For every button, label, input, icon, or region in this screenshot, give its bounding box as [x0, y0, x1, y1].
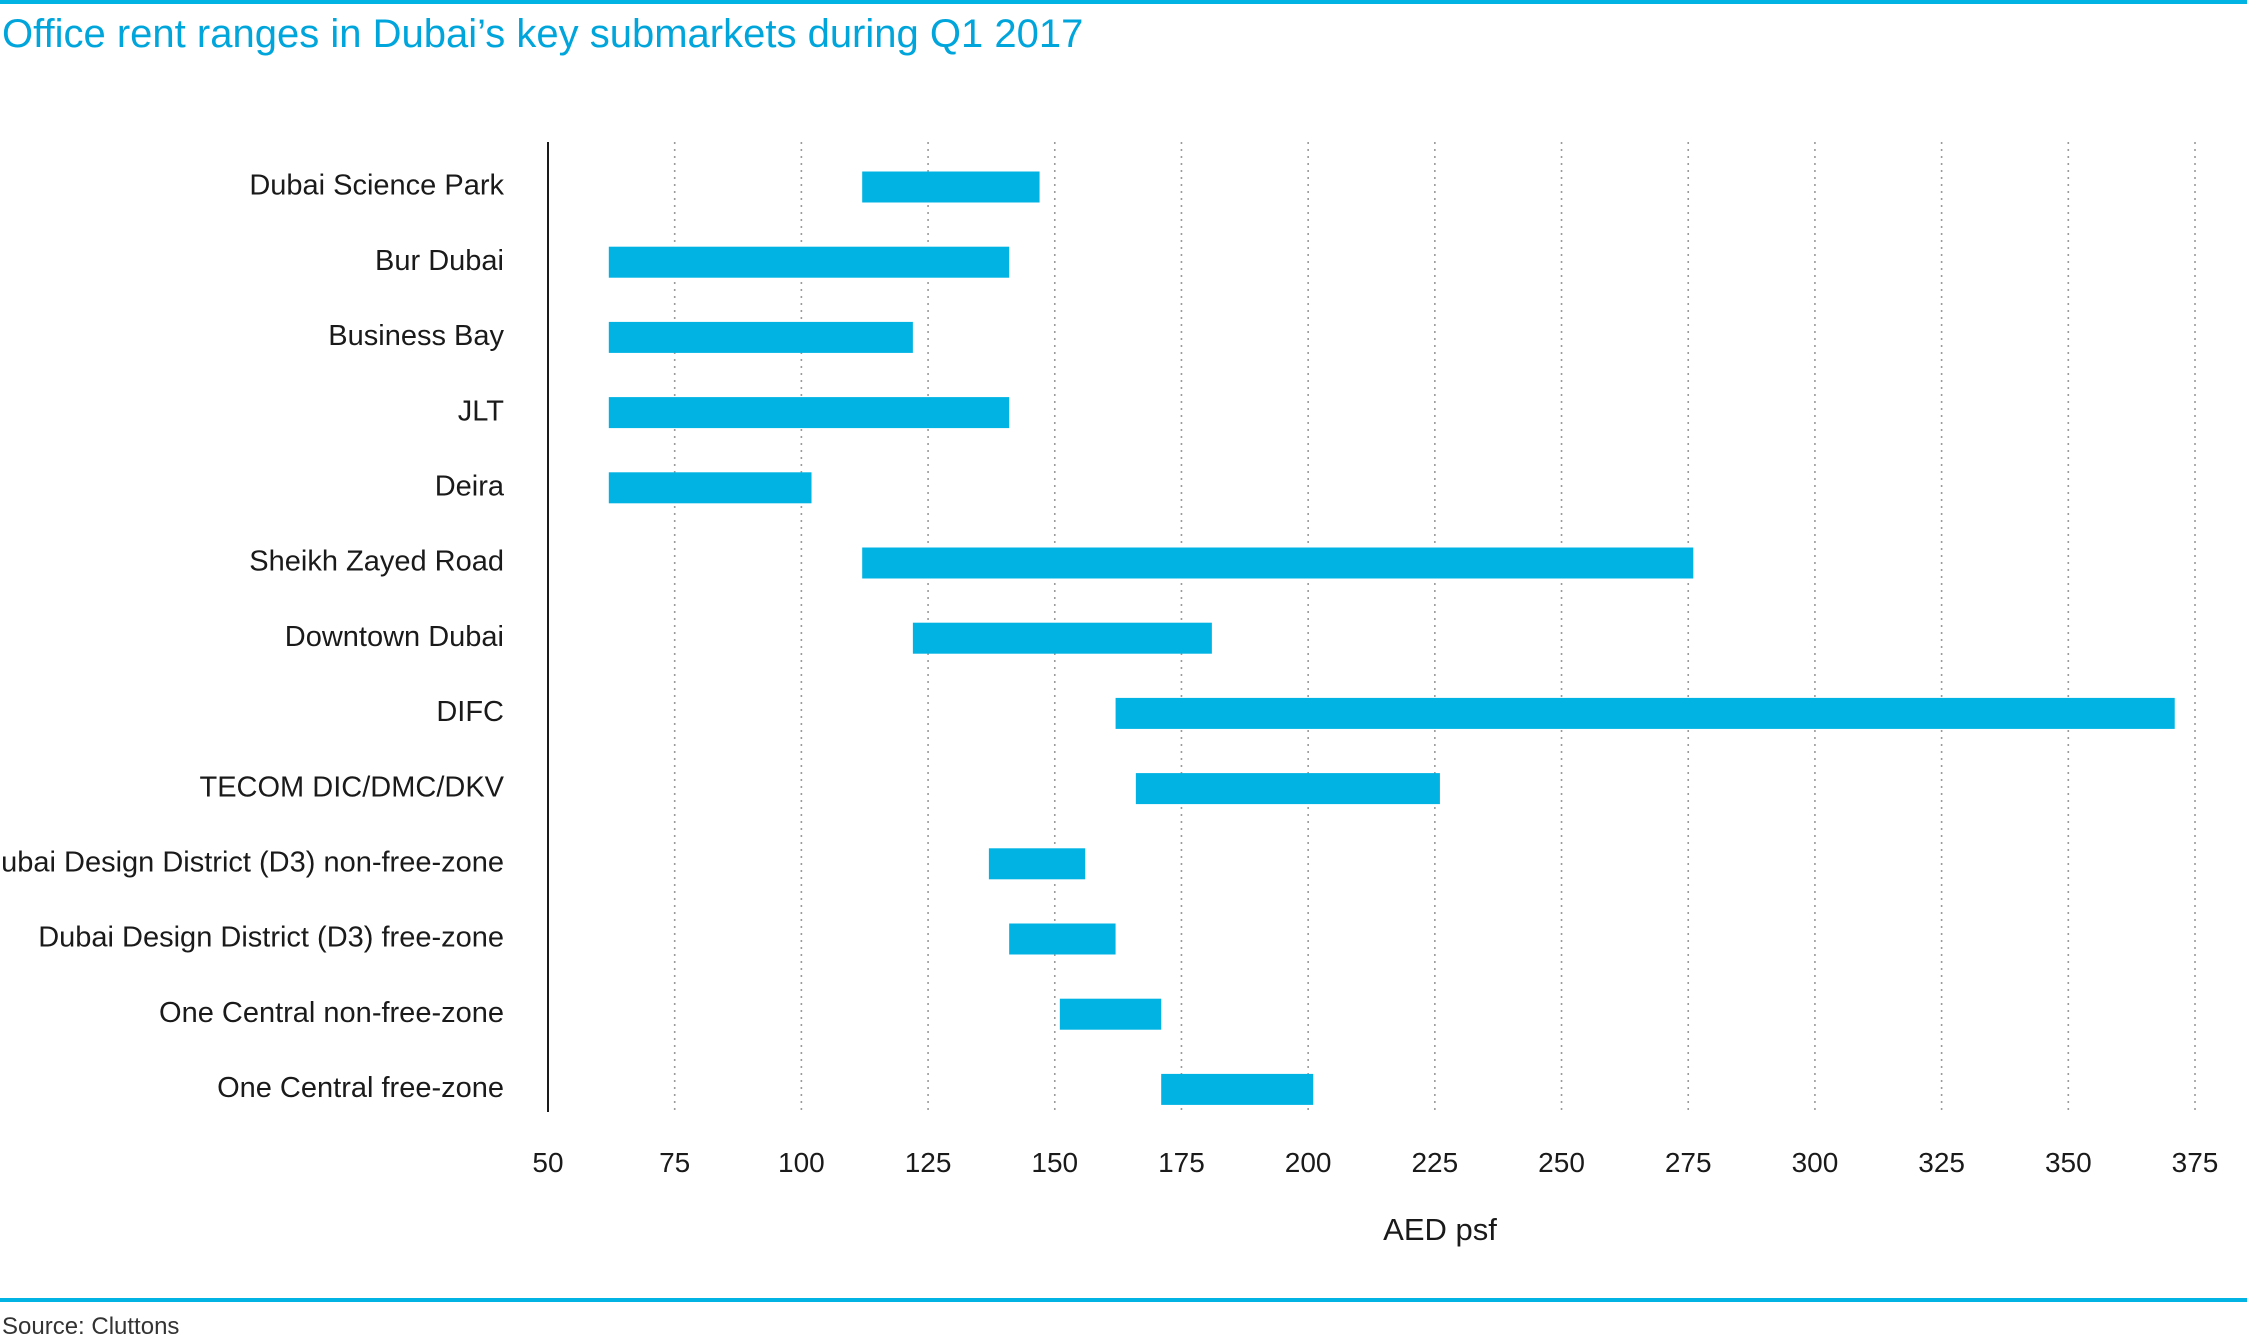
x-axis-title: AED psf	[1383, 1212, 1497, 1247]
category-label-downtown-dubai: Downtown Dubai	[285, 621, 504, 653]
x-tick-label-175: 175	[1158, 1147, 1205, 1178]
x-tick-label-50: 50	[532, 1147, 563, 1178]
category-label-one-central-free-zone: One Central free-zone	[217, 1072, 504, 1104]
x-tick-label-75: 75	[659, 1147, 690, 1178]
category-label-bur-dubai: Bur Dubai	[375, 245, 504, 277]
x-tick-label-325: 325	[1918, 1147, 1965, 1178]
range-bar-bur-dubai	[608, 246, 1010, 278]
category-label-jlt: JLT	[458, 395, 504, 427]
x-tick-label-375: 375	[2172, 1147, 2219, 1178]
range-bar-deira	[608, 472, 812, 504]
x-tick-label-125: 125	[905, 1147, 952, 1178]
range-bar-dubai-design-district-d3-non-free-zone	[988, 848, 1086, 880]
range-bar-downtown-dubai	[912, 622, 1212, 654]
grid-lines	[673, 142, 2196, 1112]
top-rule	[0, 0, 2247, 4]
range-bar-dubai-science-park	[862, 171, 1040, 203]
source-note: Source: Cluttons	[2, 1313, 180, 1340]
range-bar-sheikh-zayed-road	[862, 547, 1694, 579]
category-label-deira: Deira	[435, 470, 505, 502]
x-tick-labels: 50 75 100 125 150 175 200 225 250 275 300 325 350 375	[532, 1147, 2218, 1178]
x-tick-label-300: 300	[1792, 1147, 1839, 1178]
category-label-dubai-design-district-d3-non-free-zone: Dubai Design District (D3) non-free-zone	[0, 846, 504, 878]
category-label-dubai-design-district-d3-free-zone: Dubai Design District (D3) free-zone	[38, 922, 504, 954]
x-tick-label-225: 225	[1411, 1147, 1458, 1178]
range-bars	[608, 171, 2175, 1105]
range-bar-dubai-design-district-d3-free-zone	[1009, 923, 1116, 955]
range-bar-tecom-dic-dmc-dkv	[1135, 773, 1440, 805]
range-bar-difc	[1115, 697, 2175, 729]
x-tick-label-250: 250	[1538, 1147, 1585, 1178]
category-label-tecom-dic-dmc-dkv: TECOM DIC/DMC/DKV	[200, 771, 505, 803]
x-tick-label-150: 150	[1031, 1147, 1078, 1178]
category-label-dubai-science-park: Dubai Science Park	[249, 170, 504, 202]
x-tick-label-350: 350	[2045, 1147, 2092, 1178]
x-tick-label-100: 100	[778, 1147, 825, 1178]
category-label-sheikh-zayed-road: Sheikh Zayed Road	[249, 546, 504, 578]
range-bar-one-central-free-zone	[1161, 1073, 1314, 1105]
range-bar-one-central-non-free-zone	[1059, 998, 1162, 1030]
category-labels: Dubai Science Park Bur Dubai Business Bay J…	[0, 170, 505, 1104]
range-bar-jlt	[608, 397, 1010, 429]
category-label-difc: DIFC	[436, 696, 504, 728]
chart-title: Office rent ranges in Dubai’s key submar…	[2, 12, 1084, 56]
range-bar-business-bay	[608, 321, 913, 353]
x-tick-label-200: 200	[1285, 1147, 1332, 1178]
x-tick-label-275: 275	[1665, 1147, 1712, 1178]
category-label-business-bay: Business Bay	[328, 320, 504, 352]
bottom-rule	[0, 1298, 2247, 1302]
category-label-one-central-non-free-zone: One Central non-free-zone	[159, 997, 504, 1029]
